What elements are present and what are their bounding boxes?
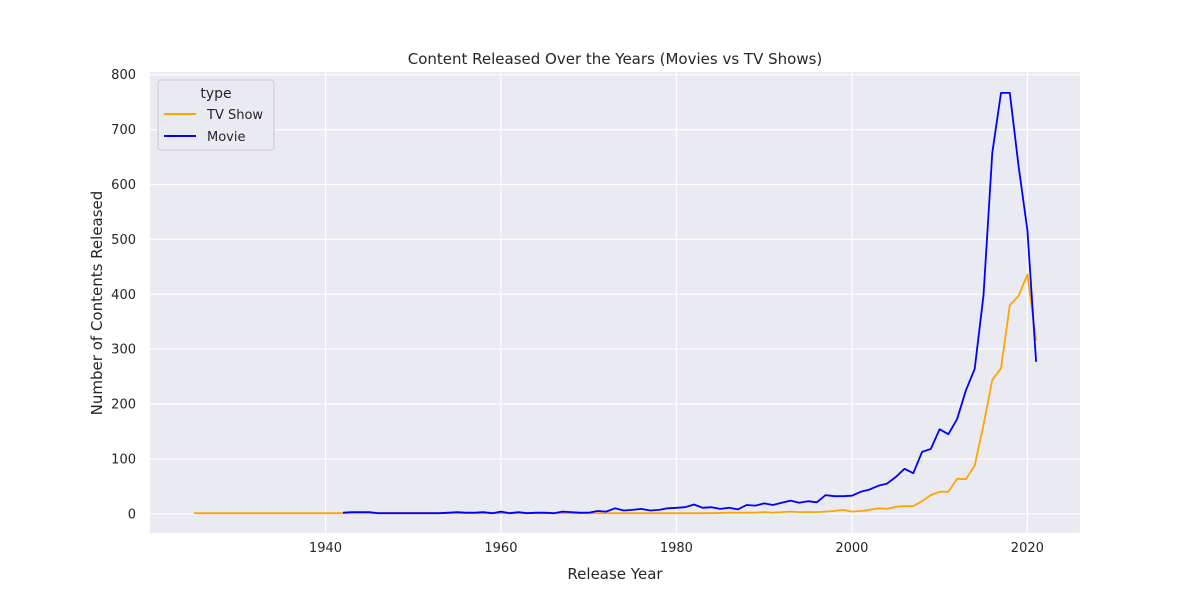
legend: type TV Show Movie [157,79,275,151]
y-tick-label: 400 [111,288,136,303]
x-tick-label: 2020 [1011,541,1044,556]
x-axis-label: Release Year [567,565,663,583]
x-tick-label: 1960 [484,541,517,556]
series-lines [193,92,1037,515]
legend-box [157,79,275,151]
y-tick-label: 700 [111,123,136,138]
y-tick-label: 800 [111,68,136,83]
legend-label-movie: Movie [207,130,245,145]
y-tick-label: 0 [128,507,136,522]
y-tick-label: 200 [111,398,136,413]
y-tick-label: 300 [111,343,136,358]
y-tick-label: 500 [111,233,136,248]
x-axis-ticks: 1940 1960 1980 2000 2020 [309,541,1044,556]
y-axis-ticks: 0 100 200 300 400 500 600 700 800 [111,68,136,522]
legend-title: type [200,86,231,102]
y-tick-label: 600 [111,178,136,193]
plot-area [150,72,1080,533]
x-tick-label: 1980 [660,541,693,556]
x-tick-label: 2000 [835,541,868,556]
grid-lines [150,72,1080,533]
legend-label-tv-show: TV Show [206,108,263,123]
y-tick-label: 100 [111,452,136,467]
x-tick-label: 1940 [309,541,342,556]
series-line-movie [342,92,1037,515]
y-axis-label: Number of Contents Released [88,191,106,416]
chart-title: Content Released Over the Years (Movies … [408,50,823,68]
